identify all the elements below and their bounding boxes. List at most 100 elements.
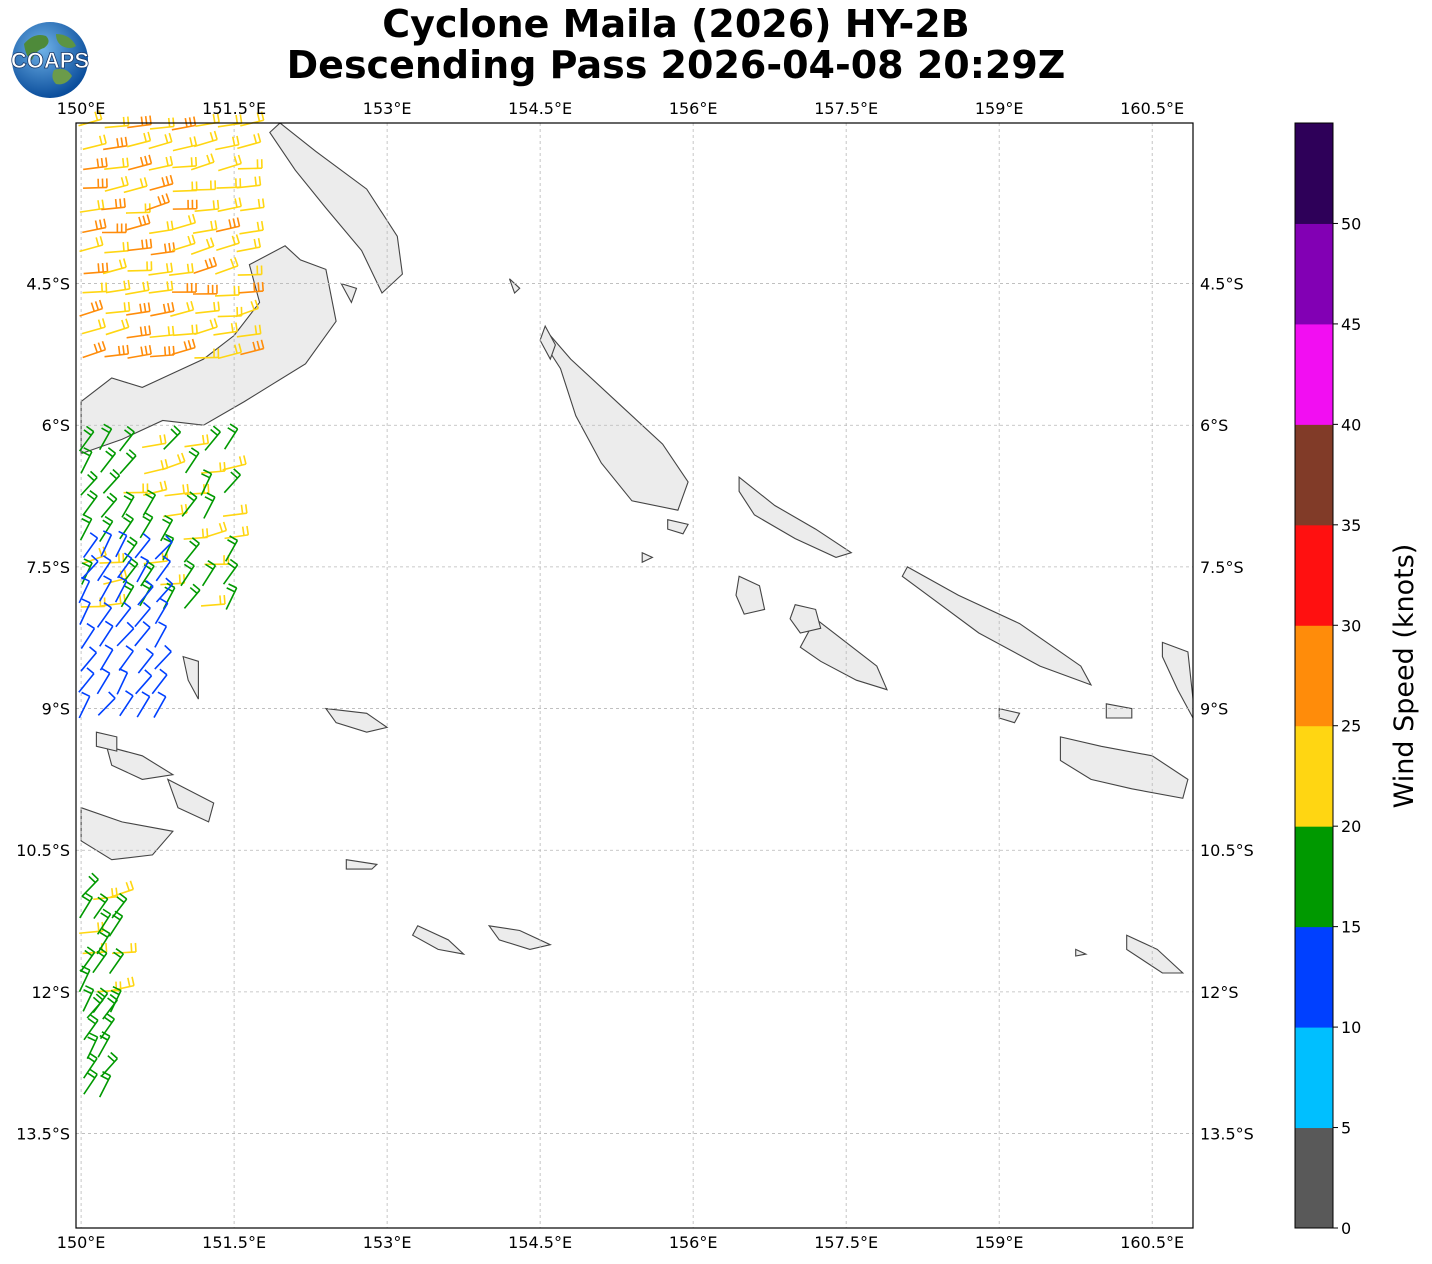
wind-barb <box>172 199 198 210</box>
wind-barb <box>154 597 169 625</box>
island-goodenough <box>95 731 118 752</box>
map-frame <box>75 122 1194 1229</box>
wind-barb <box>104 344 130 358</box>
wind-barb <box>148 155 174 171</box>
lon-tick-label: 151.5°E <box>202 1233 266 1252</box>
wind-barb <box>120 580 135 608</box>
wind-barb <box>191 180 217 191</box>
island-vella-lavella <box>735 575 766 615</box>
island-rennell <box>1075 948 1088 957</box>
lat-tick-label: 10.5°S <box>1200 841 1254 860</box>
colorbar-bin <box>1295 323 1333 425</box>
wind-barb <box>119 425 135 452</box>
wind-barb <box>160 514 174 542</box>
wind-barb <box>99 553 125 564</box>
wind-barb <box>115 601 132 628</box>
colorbar-tick-label: 40 <box>1341 415 1361 434</box>
lon-tick-label: 156°E <box>669 99 718 118</box>
wind-barb <box>111 892 128 919</box>
colorbar-bin <box>1295 524 1333 626</box>
wind-barb <box>79 946 96 973</box>
wind-barb <box>154 535 173 560</box>
colorbar-bin <box>1295 1127 1333 1229</box>
island-choiseul <box>738 476 853 558</box>
wind-barb <box>119 513 134 540</box>
wind-barb <box>161 452 186 471</box>
wind-barb <box>98 575 113 602</box>
wind-barb <box>92 947 108 974</box>
lat-tick-label: 13.5°S <box>16 1125 70 1144</box>
wind-barb <box>190 237 215 255</box>
wind-barb <box>127 238 153 252</box>
wind-barb <box>149 220 174 235</box>
wind-barb <box>79 236 104 253</box>
wind-barb <box>111 942 137 955</box>
wind-barb <box>82 134 107 151</box>
lon-tick-label: 153°E <box>363 1233 412 1252</box>
wind-barb <box>222 455 247 471</box>
wind-barb <box>78 576 91 604</box>
wind-barb <box>125 281 150 296</box>
wind-barb <box>105 279 131 294</box>
wind-barb <box>193 130 218 148</box>
wind-barb <box>137 580 154 606</box>
wind-barb <box>172 213 197 231</box>
wind-barb <box>86 1032 99 1060</box>
wind-barb <box>99 620 114 647</box>
colorbar-tick-label: 15 <box>1341 918 1361 937</box>
wind-barb <box>118 645 134 671</box>
map-title: Cyclone Maila (2026) HY-2B Descending Pa… <box>0 4 1352 86</box>
island-makira <box>1126 934 1185 974</box>
lon-tick-label: 157.5°E <box>814 99 878 118</box>
wind-barb <box>215 257 239 275</box>
wind-barb <box>148 262 174 276</box>
wind-barb <box>137 648 154 674</box>
wind-barb <box>215 135 240 151</box>
wind-barb <box>224 525 250 540</box>
wind-barb <box>169 263 194 276</box>
wind-barb <box>115 530 128 558</box>
wind-barb <box>201 560 217 587</box>
wind-barb <box>217 197 242 213</box>
wind-barb <box>172 283 197 293</box>
wind-barb <box>153 691 167 718</box>
wind-barb <box>105 301 131 315</box>
lon-tick-label: 160.5°E <box>1120 1233 1184 1252</box>
colorbar-frame <box>1294 122 1334 1229</box>
island-buka <box>539 324 557 361</box>
wind-barb <box>163 425 182 450</box>
wind-barb <box>155 577 174 603</box>
island-bougainville <box>544 334 689 511</box>
wind-barb <box>79 598 91 625</box>
lon-tick-label: 151.5°E <box>202 99 266 118</box>
title-line-2: Descending Pass 2026-04-08 20:29Z <box>286 43 1066 87</box>
wind-barb <box>204 555 230 566</box>
lat-tick-label: 9°S <box>42 700 70 719</box>
wind-barb <box>82 532 99 559</box>
wind-barb <box>235 299 260 318</box>
wind-barb <box>119 449 137 475</box>
wind-barb <box>83 178 108 190</box>
island-malaita <box>1161 641 1193 719</box>
wind-barb <box>218 154 242 172</box>
island-russell <box>998 707 1021 724</box>
wind-barb <box>223 468 241 494</box>
wind-barb <box>78 965 91 993</box>
wind-barb <box>102 223 127 234</box>
wind-barb <box>139 512 154 539</box>
island-new-ireland <box>269 123 403 294</box>
lat-tick-label: 7.5°S <box>26 558 70 577</box>
wind-barb <box>126 325 152 339</box>
lon-tick-label: 156°E <box>669 1233 718 1252</box>
wind-barb <box>192 284 218 295</box>
island-tagula <box>411 925 466 955</box>
wind-barb <box>171 338 196 356</box>
lon-tick-label: 159°E <box>975 99 1024 118</box>
lat-tick-label: 4.5°S <box>26 275 70 294</box>
wind-barb <box>122 536 138 563</box>
wind-barb <box>135 669 153 695</box>
wind-barb <box>154 644 172 670</box>
colorbar-bin <box>1295 123 1333 224</box>
title-line-1: Cyclone Maila (2026) HY-2B <box>382 2 970 46</box>
wind-barb <box>150 242 176 256</box>
